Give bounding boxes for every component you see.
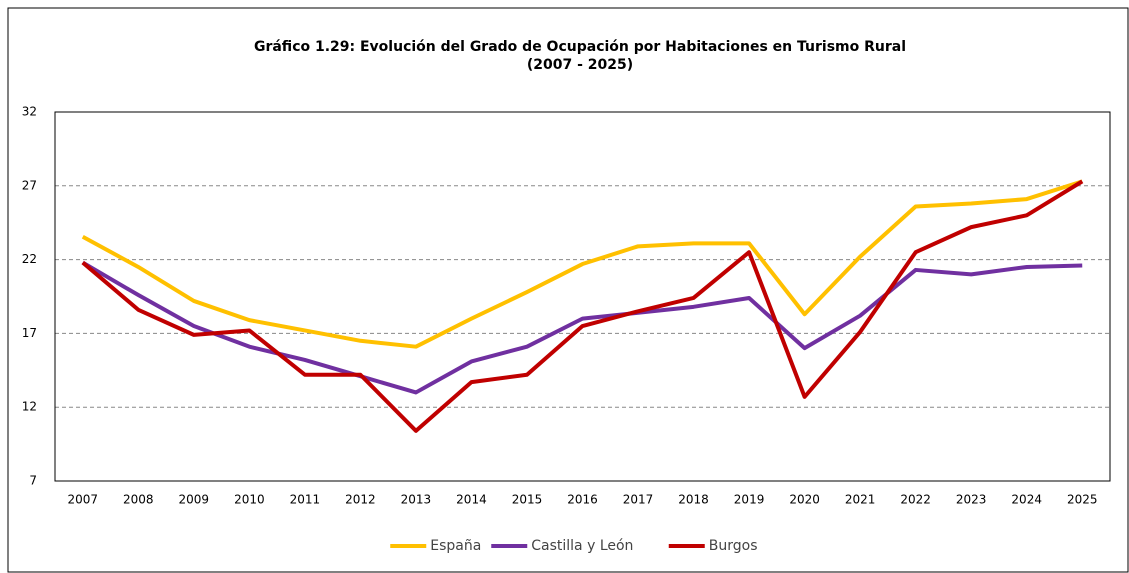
x-tick-label: 2022 <box>900 493 931 507</box>
y-tick-label: 12 <box>22 400 37 414</box>
legend-label: Burgos <box>709 538 758 554</box>
x-tick-label: 2019 <box>734 493 765 507</box>
x-tick-label: 2010 <box>234 493 265 507</box>
series-line <box>81 260 1083 395</box>
x-tick-label: 2024 <box>1011 493 1042 507</box>
x-tick-label: 2017 <box>623 493 654 507</box>
chart-border <box>7 7 1129 573</box>
x-tick-label: 2016 <box>567 493 598 507</box>
series-line <box>81 179 1084 433</box>
x-tick-label: 2008 <box>123 493 154 507</box>
x-tick-label: 2021 <box>845 493 876 507</box>
y-tick-label: 32 <box>22 105 37 119</box>
x-tick-label: 2023 <box>956 493 987 507</box>
x-tick-label: 2007 <box>67 493 98 507</box>
x-tick-label: 2020 <box>789 493 820 507</box>
y-tick-label: 27 <box>22 178 37 192</box>
x-tick-label: 2012 <box>345 493 376 507</box>
chart-subtitle: (2007 - 2025) <box>527 57 633 73</box>
y-tick-label: 22 <box>22 252 37 266</box>
x-tick-label: 2009 <box>179 493 210 507</box>
legend-label: Castilla y León <box>531 538 633 554</box>
y-tick-label: 17 <box>22 326 37 340</box>
plot-area <box>54 111 1111 482</box>
x-tick-label: 2013 <box>401 493 432 507</box>
legend-label: España <box>430 538 481 554</box>
x-tick-label: 2025 <box>1067 493 1098 507</box>
x-tick-label: 2018 <box>678 493 709 507</box>
series-line <box>81 179 1083 349</box>
x-tick-label: 2014 <box>456 493 487 507</box>
x-tick-label: 2011 <box>290 493 321 507</box>
x-tick-label: 2015 <box>512 493 543 507</box>
chart-title: Gráfico 1.29: Evolución del Grado de Ocu… <box>254 39 906 55</box>
y-tick-label: 7 <box>29 474 37 488</box>
